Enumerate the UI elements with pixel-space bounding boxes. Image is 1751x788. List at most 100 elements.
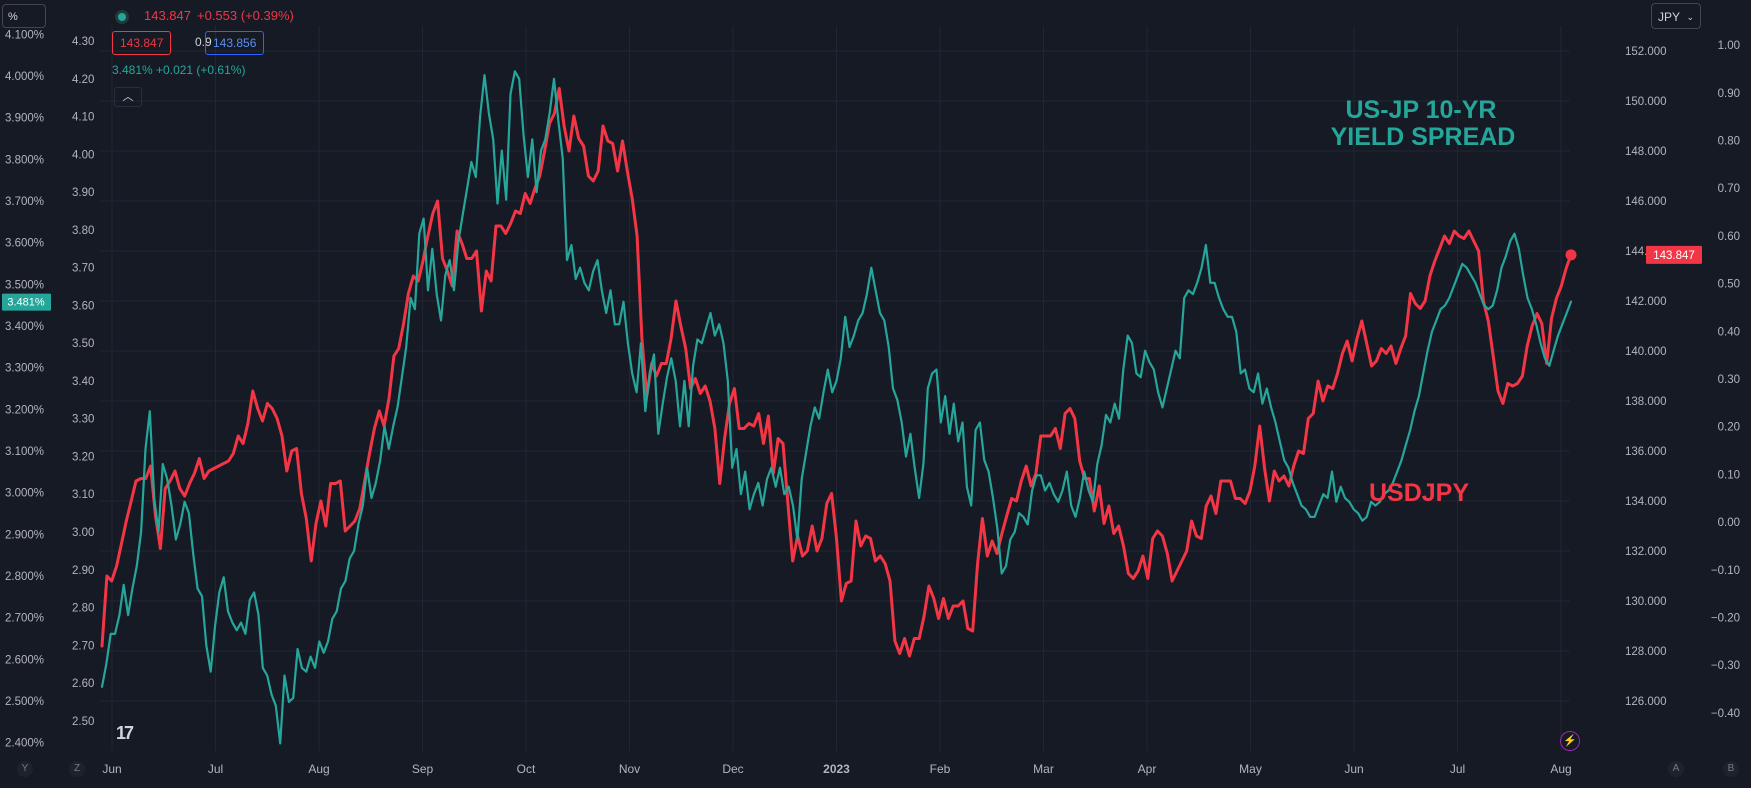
left-inner-tick-label: 3.60	[72, 300, 94, 312]
series-line-0[interactable]	[100, 87, 1573, 658]
x-tick-label: Feb	[930, 762, 951, 776]
tradingview-logo[interactable]: 17	[116, 723, 134, 743]
status-dot-icon[interactable]	[118, 12, 126, 21]
annotation-2: USDJPY	[1369, 479, 1469, 507]
left-inner-tick-label: 3.80	[72, 225, 94, 237]
right-outer-tick-label: 1.00	[1718, 40, 1740, 52]
left-outer-tick-label: 2.600%	[5, 654, 44, 666]
right-inner-tick-label: 126.000	[1625, 696, 1667, 708]
right-outer-tick-label: −0.10	[1711, 565, 1740, 577]
left-inner-tick-label: 3.70	[72, 263, 94, 275]
unit-selector[interactable]: %	[2, 4, 46, 28]
flash-icon[interactable]: ⚡	[1560, 731, 1580, 751]
yield-last-value-text: 3.481%	[7, 297, 45, 309]
x-tick-label: Aug	[1550, 762, 1571, 776]
currency-selector[interactable]: JPY ⌄	[1651, 3, 1701, 29]
right-inner-tick-label: 152.000	[1625, 46, 1667, 58]
right-inner-tick-label: 148.000	[1625, 146, 1667, 158]
left-outer-tick-label: 3.600%	[5, 238, 44, 250]
buy-price-box[interactable]: 143.856	[205, 31, 265, 55]
last-point-marker	[1565, 249, 1577, 261]
left-inner-tick-label: 4.00	[72, 149, 94, 161]
x-tick-label: Jun	[1344, 762, 1363, 776]
right-outer-tick-label: −0.20	[1711, 612, 1740, 624]
chevron-down-icon: ⌄	[1686, 12, 1694, 22]
left-outer-tick-label: 2.500%	[5, 696, 44, 708]
left-inner-tick-label: 3.30	[72, 414, 94, 426]
left-outer-tick-label: 3.700%	[5, 196, 44, 208]
right-outer-tick-label: 0.20	[1718, 422, 1740, 434]
left-outer-tick-label: 3.400%	[5, 321, 44, 333]
right-inner-tick-label: 136.000	[1625, 446, 1667, 458]
footer-letter-a[interactable]: A	[1668, 761, 1684, 777]
x-tick-label: Sep	[412, 762, 434, 776]
legend-change: +0.553 (+0.39%)	[197, 8, 294, 23]
right-outer-tick-label: 0.40	[1718, 326, 1740, 338]
left-outer-tick-label: 2.400%	[5, 738, 44, 750]
x-tick-label: Nov	[619, 762, 640, 776]
right-inner-tick-label: 130.000	[1625, 596, 1667, 608]
right-outer-tick-label: 0.80	[1718, 135, 1740, 147]
x-tick-label: Jul	[1450, 762, 1465, 776]
usdjpy-last-value-badge	[1646, 245, 1702, 264]
left-inner-tick-label: 2.80	[72, 603, 94, 615]
unit-label: %	[8, 11, 18, 23]
left-outer-tick-label: 2.900%	[5, 529, 44, 541]
left-inner-tick-label: 2.60	[72, 678, 94, 690]
left-inner-tick-label: 3.20	[72, 451, 94, 463]
left-inner-tick-label: 2.90	[72, 565, 94, 577]
series-line-1[interactable]	[100, 70, 1573, 745]
right-inner-tick-label: 132.000	[1625, 546, 1667, 558]
right-inner-tick-label: 140.000	[1625, 346, 1667, 358]
annotation-0: US-JP 10-YR	[1346, 96, 1497, 124]
left-inner-tick-label: 4.20	[72, 74, 94, 86]
left-outer-tick-label: 3.900%	[5, 113, 44, 125]
left-inner-tick-label: 3.40	[72, 376, 94, 388]
right-outer-tick-label: 0.70	[1718, 183, 1740, 195]
left-outer-tick-label: 4.000%	[5, 71, 44, 83]
left-inner-tick-label: 4.10	[72, 112, 94, 124]
left-outer-tick-label: 4.100%	[5, 29, 44, 41]
right-outer-tick-label: −0.40	[1711, 708, 1740, 720]
right-inner-tick-label: 146.000	[1625, 196, 1667, 208]
x-tick-label: Jun	[102, 762, 121, 776]
left-inner-tick-label: 3.50	[72, 338, 94, 350]
right-inner-tick-label: 138.000	[1625, 396, 1667, 408]
left-outer-tick-label: 3.300%	[5, 363, 44, 375]
axis-labels: Jun Jul Aug Sep Oct Nov Dec 2023 Feb Mar Apr May Jun…	[5, 29, 1740, 776]
grid-lines	[100, 26, 1570, 751]
left-outer-tick-label: 2.700%	[5, 613, 44, 625]
chevron-up-icon[interactable]: ︿	[114, 87, 142, 107]
right-inner-tick-label: 128.000	[1625, 646, 1667, 658]
legend-yield-row: 3.481% +0.021 (+0.61%)	[112, 63, 245, 77]
right-outer-tick-label: 0.90	[1718, 88, 1740, 100]
footer-letter-b[interactable]: B	[1723, 761, 1739, 777]
x-tick-label: 2023	[823, 762, 850, 776]
left-inner-tick-label: 3.90	[72, 187, 94, 199]
left-outer-tick-label: 3.100%	[5, 446, 44, 458]
footer-letter-z[interactable]: Z	[69, 761, 85, 777]
x-tick-label: May	[1239, 762, 1262, 776]
right-inner-tick-label: 134.000	[1625, 496, 1667, 508]
left-outer-tick-label: 3.200%	[5, 404, 44, 416]
x-tick-label: Apr	[1138, 762, 1157, 776]
right-outer-tick-label: 0.60	[1718, 231, 1740, 243]
annotation-1: YIELD SPREAD	[1331, 123, 1516, 151]
left-outer-tick-label: 2.800%	[5, 571, 44, 583]
right-inner-tick-label: 142.000	[1625, 296, 1667, 308]
sell-price-box[interactable]: 143.847	[112, 31, 172, 55]
left-inner-tick-label: 2.70	[72, 640, 94, 652]
right-outer-tick-label: −0.30	[1711, 660, 1740, 672]
legend-price: 143.847	[144, 8, 191, 23]
right-inner-tick-label: 150.000	[1625, 96, 1667, 108]
footer-letter-y[interactable]: Y	[17, 761, 33, 777]
spread-value: 0.9	[195, 35, 212, 49]
yield-last-value-badge	[2, 293, 51, 311]
left-outer-tick-label: 3.000%	[5, 488, 44, 500]
left-inner-tick-label: 3.00	[72, 527, 94, 539]
usdjpy-last-value-text: 143.847	[1653, 250, 1695, 262]
x-tick-label: Dec	[722, 762, 743, 776]
left-inner-tick-label: 4.30	[72, 36, 94, 48]
